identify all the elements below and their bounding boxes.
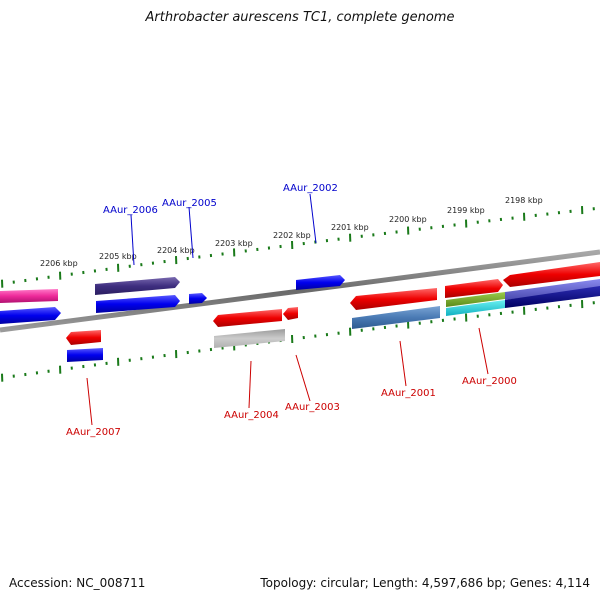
- gene-feature: [505, 286, 600, 308]
- gene-feature: [189, 293, 207, 304]
- gene-label: AAur_2002: [283, 183, 338, 194]
- gene-labels: AAur_2006 AAur_2005 AAur_2002 AAur_2007 …: [66, 183, 517, 438]
- gene-feature: [0, 307, 61, 324]
- gene-feature: [296, 275, 345, 290]
- map-title: Arthrobacter aurescens TC1, complete gen…: [145, 10, 455, 25]
- gene-label: AAur_2001: [381, 388, 436, 399]
- gene-feature: [505, 279, 600, 300]
- gene-feature: [96, 295, 180, 313]
- gene-label: AAur_2000: [462, 376, 517, 387]
- accession-text: Accession: NC_008711: [9, 576, 146, 590]
- gene-feature: [503, 262, 600, 287]
- gene-feature: [95, 277, 180, 295]
- reverse-features: [66, 286, 600, 362]
- gene-label: AAur_2007: [66, 427, 121, 438]
- gene-label: AAur_2004: [224, 410, 279, 421]
- gene-feature: [446, 292, 505, 307]
- kbp-label: 2199 kbp: [447, 206, 485, 215]
- gene-feature: [214, 329, 285, 348]
- gene-label: AAur_2003: [285, 402, 340, 413]
- outer-tick-scale: [1, 206, 595, 288]
- forward-features-row2: [0, 279, 600, 324]
- kbp-labels: 2206 kbp 2205 kbp 2204 kbp 2203 kbp 2202…: [40, 196, 543, 268]
- gene-feature: [283, 307, 298, 320]
- gene-feature: [350, 288, 437, 310]
- kbp-label: 2204 kbp: [157, 246, 195, 255]
- gene-feature: [213, 309, 282, 327]
- gene-feature: [352, 306, 440, 329]
- kbp-label: 2203 kbp: [215, 239, 253, 248]
- gene-feature: [446, 300, 505, 316]
- gene-feature: [0, 289, 58, 303]
- kbp-label: 2200 kbp: [389, 215, 427, 224]
- gene-label: AAur_2006: [103, 205, 158, 216]
- kbp-label: 2198 kbp: [505, 196, 543, 205]
- label-leaders: [86, 193, 489, 426]
- kbp-label: 2205 kbp: [99, 252, 137, 261]
- gene-feature: [445, 279, 503, 298]
- forward-features: [0, 262, 600, 303]
- genome-summary-text: Topology: circular; Length: 4,597,686 bp…: [260, 576, 590, 590]
- kbp-label: 2201 kbp: [331, 223, 369, 232]
- kbp-label: 2202 kbp: [273, 231, 311, 240]
- kbp-label: 2206 kbp: [40, 259, 78, 268]
- gene-feature: [66, 330, 101, 345]
- gene-label: AAur_2005: [162, 198, 217, 209]
- genome-backbone: [0, 249, 600, 333]
- gene-feature: [67, 348, 103, 362]
